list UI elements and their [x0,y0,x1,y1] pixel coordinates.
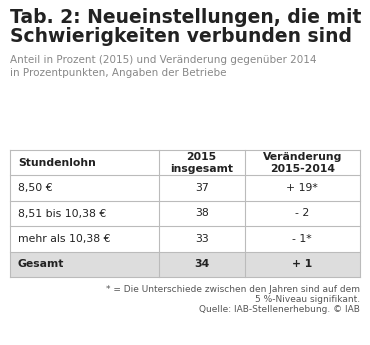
Text: Schwierigkeiten verbunden sind: Schwierigkeiten verbunden sind [10,27,352,46]
Text: * = Die Unterschiede zwischen den Jahren sind auf dem: * = Die Unterschiede zwischen den Jahren… [106,285,360,294]
Text: Veränderung
2015-2014: Veränderung 2015-2014 [263,151,342,174]
Text: 38: 38 [195,208,209,218]
Bar [10,150,360,175]
Text: - 2: - 2 [295,208,309,218]
Bar [10,201,360,226]
Text: mehr als 10,38 €: mehr als 10,38 € [18,234,111,244]
Bar [10,175,360,201]
Bar [10,226,360,252]
Text: Anteil in Prozent (2015) und Veränderung gegenüber 2014
in Prozentpunkten, Angab: Anteil in Prozent (2015) und Veränderung… [10,55,316,78]
Text: + 1: + 1 [292,259,312,269]
Text: 8,51 bis 10,38 €: 8,51 bis 10,38 € [18,208,106,218]
Text: Quelle: IAB-Stellenerhebung. © IAB: Quelle: IAB-Stellenerhebung. © IAB [199,305,360,314]
Text: Gesamt: Gesamt [18,259,64,269]
Text: Stundenlohn: Stundenlohn [18,158,96,168]
Text: Tab. 2: Neueinstellungen, die mit: Tab. 2: Neueinstellungen, die mit [10,8,361,27]
Text: - 1*: - 1* [292,234,312,244]
Text: + 19*: + 19* [286,183,318,193]
Text: 33: 33 [195,234,209,244]
Text: 8,50 €: 8,50 € [18,183,53,193]
Text: 2015
insgesamt: 2015 insgesamt [170,151,233,174]
Text: 5 %-Niveau signifikant.: 5 %-Niveau signifikant. [255,295,360,304]
Bar [10,252,360,277]
Text: 34: 34 [194,259,209,269]
Text: 37: 37 [195,183,209,193]
